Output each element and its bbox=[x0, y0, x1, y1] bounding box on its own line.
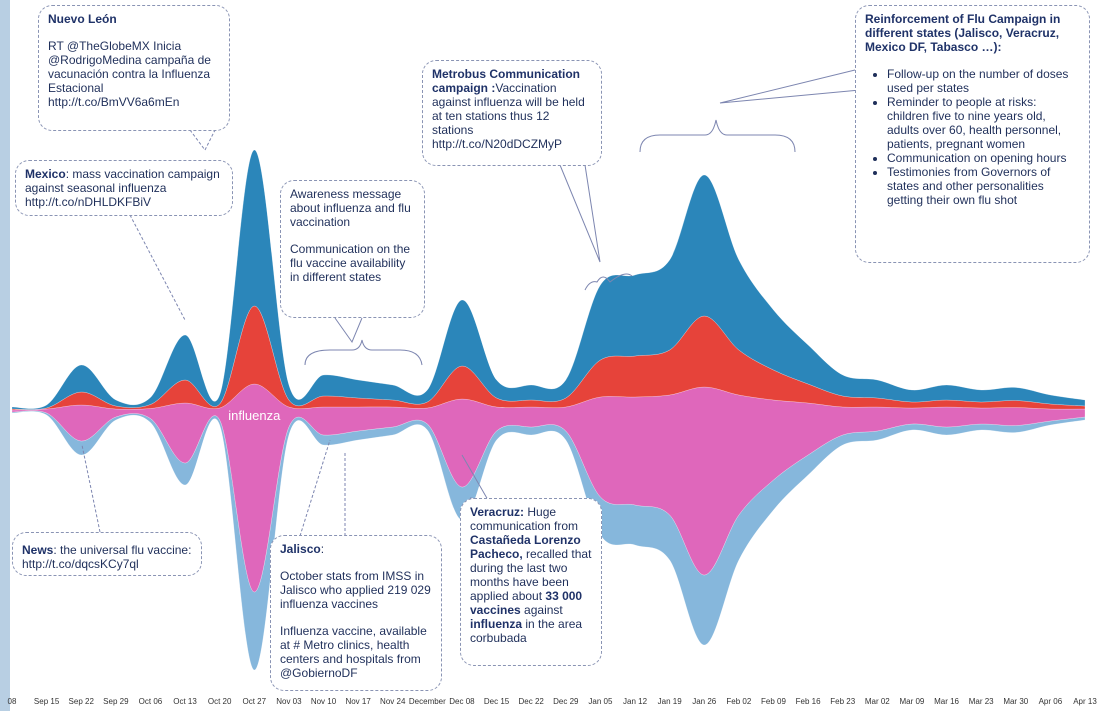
annotation: Mexico: mass vaccination campaign agains… bbox=[15, 160, 233, 216]
annotation-text: RT @TheGlobeMX Inicia @RodrigoMedina cam… bbox=[48, 39, 211, 109]
x-tick-label: Mar 09 bbox=[899, 697, 924, 706]
brace bbox=[584, 273, 633, 291]
annotation-text: Veracruz: bbox=[470, 505, 525, 519]
x-tick-label: Mar 16 bbox=[934, 697, 959, 706]
callout-tail bbox=[334, 317, 363, 344]
x-tick-label: Nov 24 bbox=[380, 697, 406, 706]
x-tick-label: Nov 17 bbox=[345, 697, 371, 706]
x-tick-label: Feb 16 bbox=[796, 697, 821, 706]
annotation-paragraph: October stats from IMSS in Jalisco who a… bbox=[280, 569, 432, 611]
annotation-bullet: Reminder to people at risks: children fi… bbox=[887, 95, 1080, 151]
stream-layers: influenza bbox=[11, 149, 1086, 671]
annotation: Metrobus Communication campaign :Vaccina… bbox=[422, 60, 602, 166]
annotation-paragraph: Veracruz: Huge communication from Castañ… bbox=[470, 505, 592, 645]
x-tick-label: Mar 23 bbox=[969, 697, 994, 706]
x-tick-label: Dec 15 bbox=[484, 697, 510, 706]
annotation-text: October stats from IMSS in Jalisco who a… bbox=[280, 569, 431, 611]
x-tick-label: Oct 20 bbox=[208, 697, 232, 706]
x-tick-label: Nov 03 bbox=[276, 697, 302, 706]
brace bbox=[304, 339, 423, 366]
x-tick-label: Sep 15 bbox=[34, 697, 60, 706]
x-tick-label: Feb 09 bbox=[761, 697, 786, 706]
brace bbox=[639, 119, 796, 153]
annotation-text: Reinforcement of Flu Campaign in differe… bbox=[865, 12, 1061, 54]
x-tick-label: Dec 22 bbox=[519, 697, 545, 706]
x-tick-label: Oct 27 bbox=[243, 697, 267, 706]
annotation-bullet: Testimonies from Governors of states and… bbox=[887, 165, 1080, 207]
annotation-text: : bbox=[320, 542, 325, 556]
annotation-bullet: Communication on opening hours bbox=[887, 151, 1080, 165]
annotation-text: Vaccination against influenza will be he… bbox=[432, 81, 585, 151]
annotation-paragraph: News: the universal flu vaccine: http://… bbox=[22, 543, 192, 571]
x-tick-label: 08 bbox=[8, 697, 17, 706]
x-tick-label: Nov 10 bbox=[311, 697, 337, 706]
annotation-text: Metrobus Communication campaign : bbox=[432, 67, 581, 95]
annotation-text: recalled that during the last two months… bbox=[470, 547, 592, 603]
annotation: News: the universal flu vaccine: http://… bbox=[12, 532, 202, 576]
callout-tail bbox=[719, 69, 861, 104]
x-tick-label: Jan 19 bbox=[658, 697, 683, 706]
annotation-paragraph: Nuevo León bbox=[48, 12, 220, 26]
x-tick-label: Apr 13 bbox=[1073, 697, 1097, 706]
annotation-text: Castañeda Lorenzo Pacheco, bbox=[470, 533, 581, 561]
annotation-text: Huge communication from bbox=[470, 505, 579, 533]
x-axis: 08 Sep 15 Sep 22 Sep 29 Oct 06 Oct 13 Oct 20 Oc… bbox=[8, 697, 1098, 706]
annotation-text: News bbox=[22, 543, 54, 557]
annotation-text: 33 000 vaccines bbox=[470, 589, 583, 617]
annotation-paragraph: Reinforcement of Flu Campaign in differe… bbox=[865, 12, 1080, 54]
x-tick-label: Jan 05 bbox=[588, 697, 613, 706]
callouts bbox=[81, 69, 861, 537]
x-tick-label: Dec 08 bbox=[449, 697, 475, 706]
annotation: Awareness message about influenza and fl… bbox=[280, 180, 425, 318]
annotation-text: Mexico bbox=[25, 167, 66, 181]
annotation-paragraph: Metrobus Communication campaign :Vaccina… bbox=[432, 67, 592, 151]
x-tick-label: Oct 13 bbox=[173, 697, 197, 706]
x-tick-label: Sep 22 bbox=[69, 697, 95, 706]
annotation-text: : the universal flu vaccine: http://t.co… bbox=[22, 543, 192, 571]
x-tick-label: Jan 12 bbox=[623, 697, 648, 706]
stream-layer bbox=[11, 149, 1086, 410]
annotation-text: Nuevo León bbox=[48, 12, 117, 26]
annotation-paragraph: RT @TheGlobeMX Inicia @RodrigoMedina cam… bbox=[48, 39, 220, 109]
annotation-text: : mass vaccination campaign against seas… bbox=[25, 167, 220, 209]
annotation-text: against bbox=[520, 603, 563, 617]
annotation-text: Communication on the flu vaccine availab… bbox=[290, 242, 411, 284]
annotation-text: Influenza vaccine, available at # Metro … bbox=[280, 624, 427, 680]
callout-tail bbox=[189, 129, 216, 151]
x-tick-label: Mar 02 bbox=[865, 697, 890, 706]
annotation: Jalisco: October stats from IMSS in Jalis… bbox=[270, 535, 442, 691]
x-tick-label: December bbox=[409, 697, 446, 706]
annotation-paragraph: Communication on the flu vaccine availab… bbox=[290, 242, 415, 284]
x-tick-label: Feb 02 bbox=[726, 697, 751, 706]
annotation-text: Awareness message about influenza and fl… bbox=[290, 187, 411, 229]
annotation-text: in the area corbubada bbox=[470, 617, 583, 645]
x-tick-label: Jan 26 bbox=[692, 697, 717, 706]
annotation: Reinforcement of Flu Campaign in differe… bbox=[855, 5, 1090, 263]
annotation-bullet: Follow-up on the number of doses used pe… bbox=[887, 67, 1080, 95]
callout-tail bbox=[559, 164, 601, 263]
annotation-paragraph: Influenza vaccine, available at # Metro … bbox=[280, 624, 432, 680]
x-tick-label: Oct 06 bbox=[139, 697, 163, 706]
series-label: influenza bbox=[228, 408, 281, 423]
annotation: Veracruz: Huge communication from Castañ… bbox=[460, 498, 602, 666]
annotation-list: Follow-up on the number of doses used pe… bbox=[865, 67, 1080, 207]
x-tick-label: Sep 29 bbox=[103, 697, 129, 706]
x-tick-label: Feb 23 bbox=[830, 697, 855, 706]
x-tick-label: Dec 29 bbox=[553, 697, 579, 706]
window-edge bbox=[0, 0, 10, 711]
leader bbox=[299, 439, 331, 537]
x-tick-label: Mar 30 bbox=[1003, 697, 1028, 706]
x-tick-label: Apr 06 bbox=[1039, 697, 1063, 706]
annotation: Nuevo León RT @TheGlobeMX Inicia @Rodrigo… bbox=[38, 5, 230, 131]
annotation-paragraph: Mexico: mass vaccination campaign agains… bbox=[25, 167, 223, 209]
annotation-text: influenza bbox=[470, 617, 523, 631]
annotation-text: Jalisco bbox=[280, 542, 321, 556]
annotation-paragraph: Jalisco: bbox=[280, 542, 432, 556]
annotation-paragraph: Awareness message about influenza and fl… bbox=[290, 187, 415, 229]
leader bbox=[81, 444, 101, 533]
leader bbox=[129, 214, 186, 321]
